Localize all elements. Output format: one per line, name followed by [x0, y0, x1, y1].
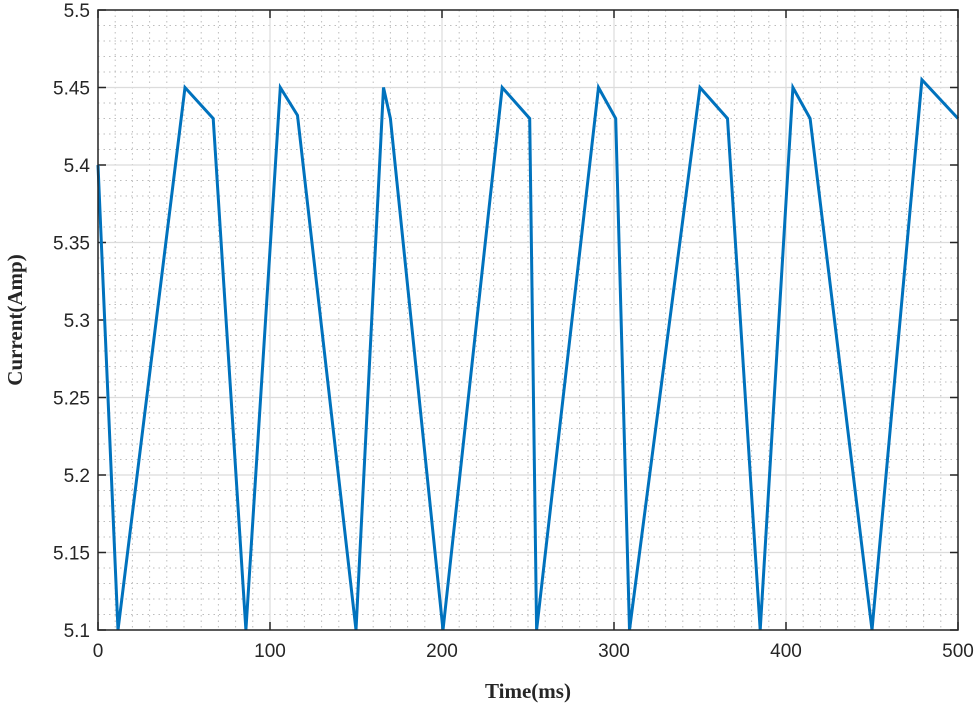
x-tick-label: 0 [93, 641, 104, 662]
y-tick-label: 5.4 [64, 156, 91, 177]
y-tick-label: 5.3 [64, 311, 90, 332]
y-tick-label: 5.2 [64, 466, 90, 487]
y-tick-label: 5.45 [53, 79, 90, 100]
y-tick-label: 5.5 [64, 1, 90, 22]
x-tick-label: 100 [254, 641, 286, 662]
x-tick-label: 200 [426, 641, 458, 662]
y-tick-label: 5.25 [53, 389, 90, 410]
y-tick-label: 5.15 [53, 544, 90, 565]
series-line [96, 76, 960, 631]
x-axis-label: Time(ms) [485, 679, 571, 703]
y-tick-label: 5.1 [64, 621, 90, 642]
plot-frame [97, 9, 959, 631]
grid [97, 9, 959, 631]
x-tick-label: 500 [942, 641, 974, 662]
x-tick-label: 400 [770, 641, 802, 662]
y-axis-label: Current(Amp) [3, 254, 27, 385]
axis-ticks: 0 100 200 300 400 500 5.1 5.15 5.2 5.25 5.3 5.35 5.4… [53, 1, 974, 662]
y-tick-label: 5.35 [53, 234, 90, 255]
x-tick-label: 300 [598, 641, 630, 662]
